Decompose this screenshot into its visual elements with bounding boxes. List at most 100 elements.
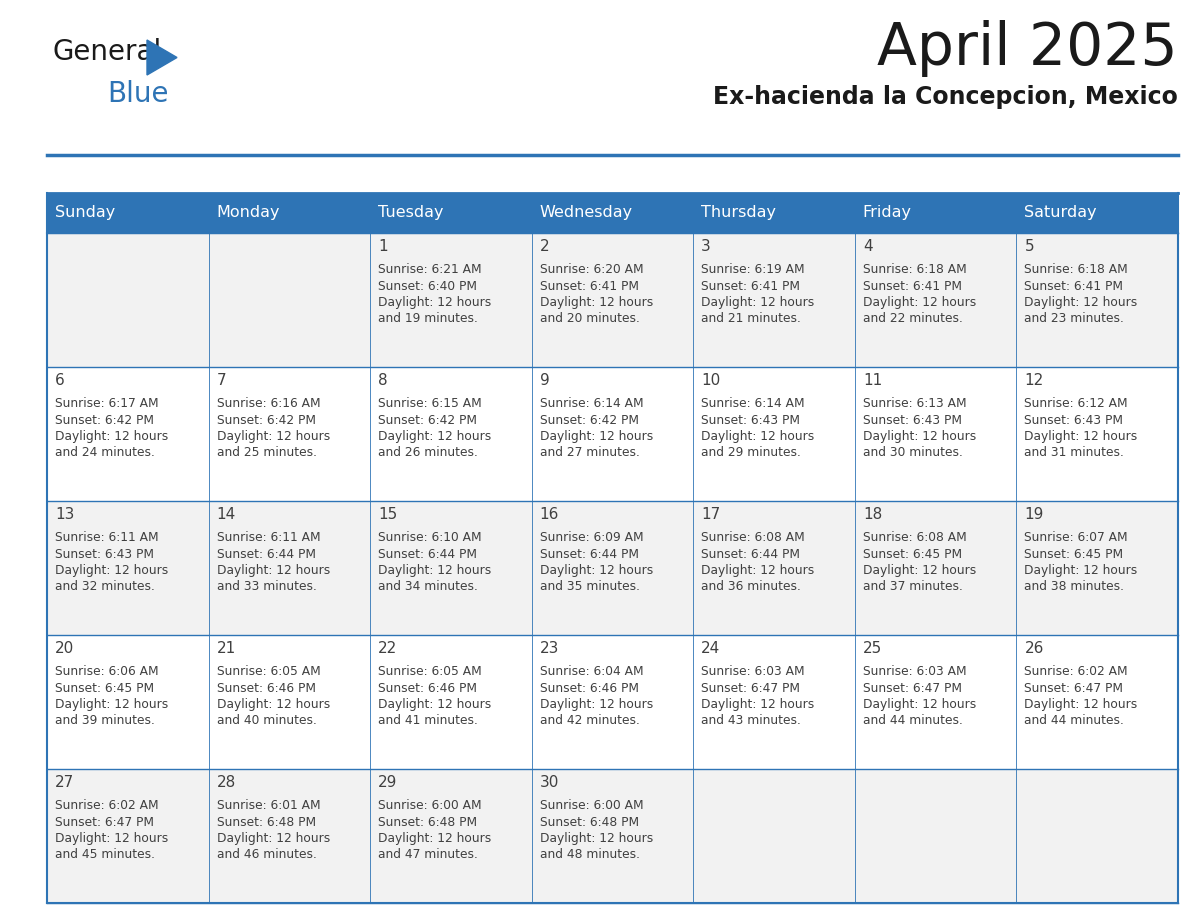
Text: and 25 minutes.: and 25 minutes.: [216, 446, 316, 460]
Text: and 43 minutes.: and 43 minutes.: [701, 714, 801, 727]
Text: and 36 minutes.: and 36 minutes.: [701, 580, 801, 594]
Text: and 34 minutes.: and 34 minutes.: [378, 580, 478, 594]
Text: Ex-hacienda la Concepcion, Mexico: Ex-hacienda la Concepcion, Mexico: [713, 85, 1178, 109]
Text: Sunset: 6:44 PM: Sunset: 6:44 PM: [378, 547, 478, 561]
Text: 20: 20: [55, 641, 74, 656]
Text: Sunset: 6:45 PM: Sunset: 6:45 PM: [1024, 547, 1124, 561]
Text: 10: 10: [701, 373, 721, 388]
Text: 4: 4: [862, 239, 872, 254]
Text: Sunday: Sunday: [55, 206, 115, 220]
Text: and 32 minutes.: and 32 minutes.: [55, 580, 154, 594]
Text: and 22 minutes.: and 22 minutes.: [862, 312, 962, 326]
Text: Daylight: 12 hours: Daylight: 12 hours: [378, 430, 492, 443]
Text: Monday: Monday: [216, 206, 280, 220]
Text: Daylight: 12 hours: Daylight: 12 hours: [378, 698, 492, 711]
Text: and 47 minutes.: and 47 minutes.: [378, 848, 478, 861]
Bar: [1017, 233, 1178, 367]
Text: 27: 27: [55, 775, 74, 790]
Text: Sunset: 6:47 PM: Sunset: 6:47 PM: [55, 815, 154, 829]
Text: Sunrise: 6:00 AM: Sunrise: 6:00 AM: [378, 799, 482, 812]
Text: and 26 minutes.: and 26 minutes.: [378, 446, 478, 460]
Text: Sunrise: 6:21 AM: Sunrise: 6:21 AM: [378, 263, 482, 276]
Bar: [694, 233, 855, 367]
Text: Daylight: 12 hours: Daylight: 12 hours: [1024, 698, 1138, 711]
Bar: [855, 769, 1017, 903]
Text: Daylight: 12 hours: Daylight: 12 hours: [216, 564, 330, 577]
Text: and 42 minutes.: and 42 minutes.: [539, 714, 639, 727]
Text: Daylight: 12 hours: Daylight: 12 hours: [1024, 430, 1138, 443]
Text: Daylight: 12 hours: Daylight: 12 hours: [216, 698, 330, 711]
Text: Sunrise: 6:05 AM: Sunrise: 6:05 AM: [378, 665, 482, 678]
Text: Sunrise: 6:11 AM: Sunrise: 6:11 AM: [216, 531, 321, 544]
Text: Sunset: 6:44 PM: Sunset: 6:44 PM: [701, 547, 801, 561]
Text: Sunset: 6:43 PM: Sunset: 6:43 PM: [862, 413, 962, 427]
Text: Sunset: 6:41 PM: Sunset: 6:41 PM: [862, 279, 962, 293]
Text: and 24 minutes.: and 24 minutes.: [55, 446, 154, 460]
Bar: [371, 367, 532, 501]
Text: Daylight: 12 hours: Daylight: 12 hours: [539, 430, 653, 443]
Text: Sunrise: 6:02 AM: Sunrise: 6:02 AM: [1024, 665, 1129, 678]
Bar: [48, 769, 209, 903]
Text: and 30 minutes.: and 30 minutes.: [862, 446, 962, 460]
Text: Daylight: 12 hours: Daylight: 12 hours: [862, 698, 977, 711]
Bar: [532, 193, 694, 233]
Text: Sunrise: 6:11 AM: Sunrise: 6:11 AM: [55, 531, 159, 544]
Text: 8: 8: [378, 373, 387, 388]
Text: 22: 22: [378, 641, 398, 656]
Text: Sunrise: 6:03 AM: Sunrise: 6:03 AM: [701, 665, 805, 678]
Text: Blue: Blue: [107, 80, 169, 108]
Text: and 23 minutes.: and 23 minutes.: [1024, 312, 1124, 326]
Text: 17: 17: [701, 507, 721, 522]
Bar: [855, 193, 1017, 233]
Text: Sunset: 6:47 PM: Sunset: 6:47 PM: [862, 681, 962, 695]
Text: 2: 2: [539, 239, 549, 254]
Text: and 41 minutes.: and 41 minutes.: [378, 714, 478, 727]
Text: Daylight: 12 hours: Daylight: 12 hours: [862, 296, 977, 309]
Text: Sunset: 6:47 PM: Sunset: 6:47 PM: [1024, 681, 1124, 695]
Text: Thursday: Thursday: [701, 206, 776, 220]
Text: Sunset: 6:42 PM: Sunset: 6:42 PM: [216, 413, 316, 427]
Text: Wednesday: Wednesday: [539, 206, 633, 220]
Bar: [48, 635, 209, 769]
Text: Sunset: 6:46 PM: Sunset: 6:46 PM: [378, 681, 478, 695]
Text: Sunset: 6:44 PM: Sunset: 6:44 PM: [539, 547, 639, 561]
Text: 9: 9: [539, 373, 550, 388]
Bar: [694, 193, 855, 233]
Text: Daylight: 12 hours: Daylight: 12 hours: [55, 832, 169, 845]
Text: Sunrise: 6:06 AM: Sunrise: 6:06 AM: [55, 665, 159, 678]
Bar: [1017, 769, 1178, 903]
Text: Sunrise: 6:13 AM: Sunrise: 6:13 AM: [862, 397, 967, 410]
Bar: [855, 367, 1017, 501]
Text: and 48 minutes.: and 48 minutes.: [539, 848, 639, 861]
Text: and 44 minutes.: and 44 minutes.: [1024, 714, 1124, 727]
Text: Sunset: 6:47 PM: Sunset: 6:47 PM: [701, 681, 801, 695]
Text: 19: 19: [1024, 507, 1044, 522]
Text: 18: 18: [862, 507, 883, 522]
Text: Sunrise: 6:07 AM: Sunrise: 6:07 AM: [1024, 531, 1129, 544]
Text: Sunset: 6:46 PM: Sunset: 6:46 PM: [216, 681, 316, 695]
Text: Sunset: 6:43 PM: Sunset: 6:43 PM: [1024, 413, 1124, 427]
Text: Sunrise: 6:18 AM: Sunrise: 6:18 AM: [1024, 263, 1129, 276]
Text: Daylight: 12 hours: Daylight: 12 hours: [701, 698, 815, 711]
Text: 24: 24: [701, 641, 721, 656]
Text: Daylight: 12 hours: Daylight: 12 hours: [55, 564, 169, 577]
Text: 7: 7: [216, 373, 226, 388]
Text: General: General: [52, 38, 162, 66]
Text: 12: 12: [1024, 373, 1044, 388]
Text: Daylight: 12 hours: Daylight: 12 hours: [378, 564, 492, 577]
Text: 6: 6: [55, 373, 65, 388]
Text: Sunrise: 6:12 AM: Sunrise: 6:12 AM: [1024, 397, 1129, 410]
Bar: [532, 233, 694, 367]
Text: Daylight: 12 hours: Daylight: 12 hours: [55, 430, 169, 443]
Bar: [1017, 193, 1178, 233]
Text: and 45 minutes.: and 45 minutes.: [55, 848, 154, 861]
Text: Sunrise: 6:14 AM: Sunrise: 6:14 AM: [701, 397, 805, 410]
Text: and 31 minutes.: and 31 minutes.: [1024, 446, 1124, 460]
Bar: [209, 501, 371, 635]
Text: Daylight: 12 hours: Daylight: 12 hours: [1024, 296, 1138, 309]
Text: 15: 15: [378, 507, 398, 522]
Text: Sunrise: 6:05 AM: Sunrise: 6:05 AM: [216, 665, 321, 678]
Text: Daylight: 12 hours: Daylight: 12 hours: [701, 564, 815, 577]
Text: and 33 minutes.: and 33 minutes.: [216, 580, 316, 594]
Text: Daylight: 12 hours: Daylight: 12 hours: [378, 832, 492, 845]
